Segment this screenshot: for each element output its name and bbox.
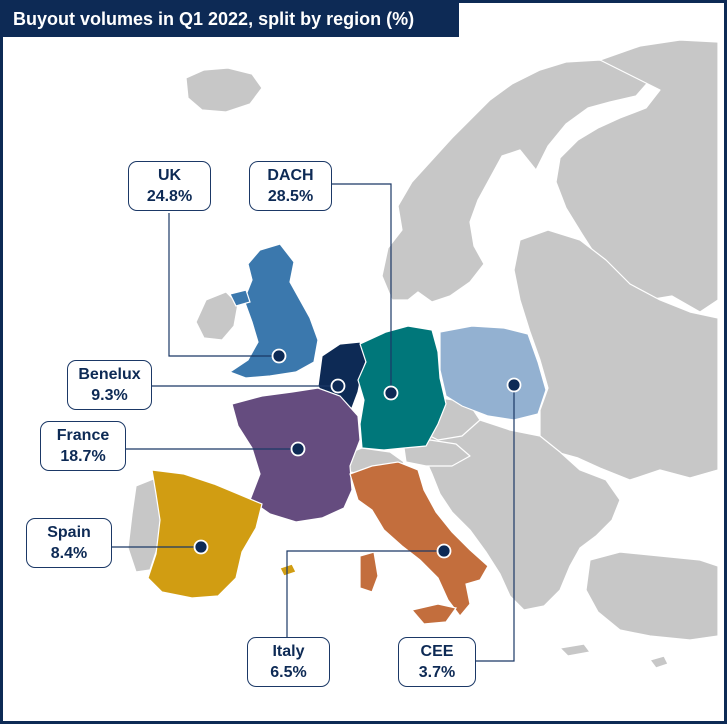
- marker-dach: [383, 385, 399, 401]
- label-dach-value: 28.5%: [267, 188, 314, 205]
- marker-uk: [271, 348, 287, 364]
- region-cee: [439, 325, 547, 421]
- region-spain-islands: [279, 563, 297, 577]
- label-benelux-name: Benelux: [78, 366, 141, 383]
- marker-benelux: [330, 378, 346, 394]
- region-italy: [349, 461, 489, 617]
- label-dach: DACH 28.5%: [249, 161, 332, 211]
- region-spain: [147, 469, 263, 599]
- region-dach: [357, 325, 447, 451]
- label-uk: UK 24.8%: [128, 161, 211, 211]
- region-italy-sardinia: [359, 551, 379, 593]
- label-cee-value: 3.7%: [418, 664, 456, 681]
- label-cee: CEE 3.7%: [398, 637, 476, 687]
- label-spain-name: Spain: [47, 524, 91, 541]
- land-turkey: [585, 551, 719, 641]
- leader-cee: [474, 385, 515, 662]
- label-italy-value: 6.5%: [270, 664, 307, 681]
- leader-dach: [332, 183, 392, 393]
- land-crete: [559, 643, 591, 657]
- label-france: France 18.7%: [40, 421, 126, 471]
- land-scandinavia: [381, 59, 651, 303]
- leader-italy: [286, 550, 444, 642]
- map-title: Buyout volumes in Q1 2022, split by regi…: [13, 9, 415, 29]
- title-bar: Buyout volumes in Q1 2022, split by regi…: [3, 3, 459, 37]
- marker-france: [290, 441, 306, 457]
- leader-uk: [168, 213, 279, 357]
- label-cee-name: CEE: [420, 643, 454, 660]
- land-sweden-gulf: [488, 168, 522, 216]
- marker-italy: [436, 543, 452, 559]
- land-ireland: [195, 291, 239, 341]
- region-italy-sicily: [410, 603, 458, 625]
- label-france-value: 18.7%: [60, 448, 106, 465]
- label-spain-value: 8.4%: [50, 545, 88, 562]
- marker-cee: [506, 377, 522, 393]
- land-cyprus: [649, 655, 669, 669]
- label-france-name: France: [56, 427, 110, 444]
- label-dach-name: DACH: [267, 167, 314, 184]
- land-balkans: [419, 417, 621, 611]
- label-italy: Italy 6.5%: [247, 637, 330, 687]
- label-uk-name: UK: [157, 167, 182, 184]
- marker-spain: [193, 539, 209, 555]
- label-uk-value: 24.8%: [146, 188, 193, 205]
- label-italy-name: Italy: [272, 643, 305, 660]
- land-iceland: [185, 67, 263, 113]
- label-benelux: Benelux 9.3%: [67, 360, 152, 410]
- label-spain: Spain 8.4%: [26, 518, 112, 568]
- label-benelux-value: 9.3%: [91, 387, 128, 404]
- region-uk-ni: [229, 289, 251, 307]
- land-baltics-belarus-ukraine: [513, 229, 719, 481]
